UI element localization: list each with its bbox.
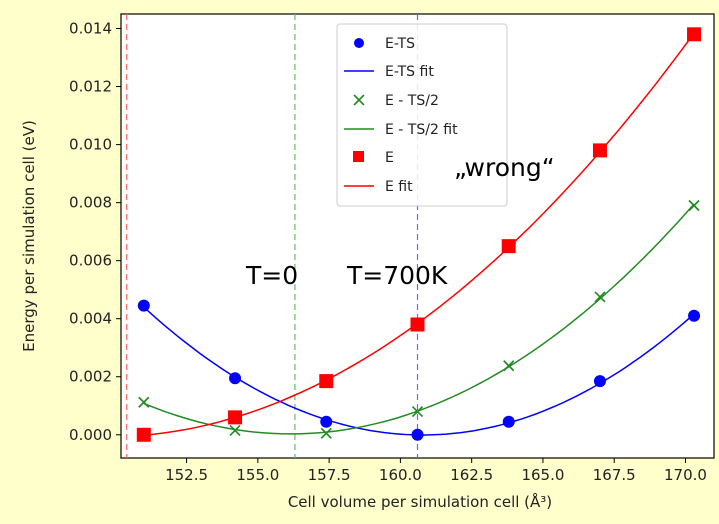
- y-axis-label: Energy per simulation cell (eV): [20, 120, 38, 352]
- e-ts-point-3: [412, 429, 424, 441]
- legend-label-e-fit: E fit: [385, 179, 413, 195]
- e-point-0: [137, 428, 151, 442]
- y-tick-label-7: 0.014: [69, 20, 112, 38]
- y-tick-label-5: 0.010: [69, 136, 112, 154]
- x-tick-label-3: 160.0: [379, 466, 422, 484]
- e-ts-point-1: [229, 372, 241, 384]
- legend-label-e-ts2-fit: E - TS/2 fit: [385, 122, 458, 138]
- y-tick-label-2: 0.004: [69, 310, 112, 328]
- x-tick-label-1: 155.0: [236, 466, 279, 484]
- e-ts-point-4: [503, 416, 515, 428]
- x-tick-label-6: 167.5: [593, 466, 636, 484]
- legend-label-e-ts: E-TS: [385, 36, 415, 52]
- e-ts-point-6: [688, 310, 700, 322]
- x-tick-label-2: 157.5: [308, 466, 351, 484]
- e-ts-point-0: [138, 300, 150, 312]
- e-point-4: [502, 239, 516, 253]
- e-ts-point-5: [594, 375, 606, 387]
- e-point-3: [411, 318, 425, 332]
- x-tick-label-7: 170.0: [664, 466, 707, 484]
- y-tick-label-6: 0.012: [69, 78, 112, 96]
- x-tick-label-0: 152.5: [165, 466, 208, 484]
- annotation-wrong: „wrong“: [454, 153, 555, 182]
- x-axis-label: Cell volume per simulation cell (Å³): [288, 492, 552, 511]
- legend-label-e-ts2: E - TS/2: [385, 93, 439, 109]
- e-point-5: [593, 143, 607, 157]
- e-ts-point-2: [320, 416, 332, 428]
- legend-marker-e-ts: [354, 38, 364, 48]
- e-point-1: [228, 410, 242, 424]
- y-tick-label-0: 0.000: [69, 426, 112, 444]
- legend-label-e: E: [385, 150, 394, 166]
- y-tick-label-4: 0.008: [69, 194, 112, 212]
- y-tick-label-1: 0.002: [69, 368, 112, 386]
- e-point-6: [687, 27, 701, 41]
- e-point-2: [319, 374, 333, 388]
- annotation-t0: T=0: [245, 261, 298, 290]
- y-tick-label-3: 0.006: [69, 252, 112, 270]
- x-tick-label-4: 162.5: [450, 466, 493, 484]
- legend-marker-e: [353, 151, 364, 162]
- x-tick-label-5: 165.0: [521, 466, 564, 484]
- annotation-t700k: T=700K: [346, 261, 448, 290]
- legend-label-e-ts-fit: E-TS fit: [385, 64, 434, 80]
